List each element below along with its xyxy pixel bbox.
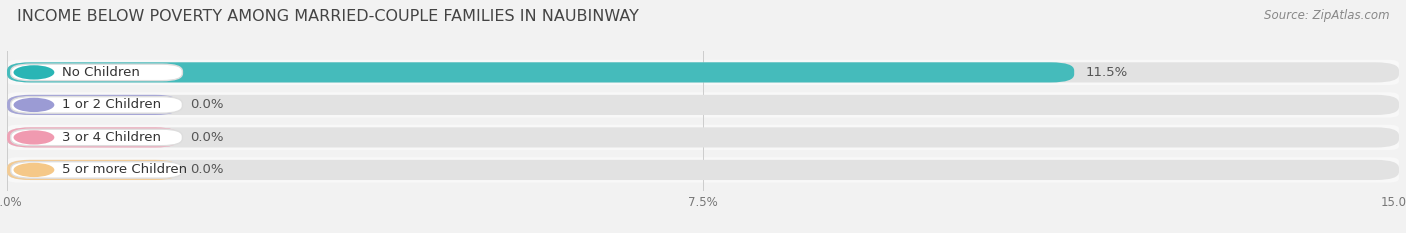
FancyBboxPatch shape [11,97,183,113]
FancyBboxPatch shape [7,157,1399,183]
FancyBboxPatch shape [7,62,1074,82]
Text: 3 or 4 Children: 3 or 4 Children [62,131,160,144]
Circle shape [14,130,55,144]
FancyBboxPatch shape [11,129,183,146]
FancyBboxPatch shape [7,160,179,180]
Text: 5 or more Children: 5 or more Children [62,163,187,176]
FancyBboxPatch shape [7,92,1399,118]
Text: 11.5%: 11.5% [1085,66,1128,79]
Text: 0.0%: 0.0% [190,163,224,176]
FancyBboxPatch shape [7,95,179,115]
Text: 0.0%: 0.0% [190,98,224,111]
FancyBboxPatch shape [7,127,179,147]
Text: Source: ZipAtlas.com: Source: ZipAtlas.com [1264,9,1389,22]
FancyBboxPatch shape [7,60,1399,85]
Circle shape [14,163,55,177]
Circle shape [14,65,55,79]
FancyBboxPatch shape [7,95,1399,115]
Text: 0.0%: 0.0% [190,131,224,144]
FancyBboxPatch shape [7,125,1399,150]
FancyBboxPatch shape [11,162,183,178]
Circle shape [14,98,55,112]
FancyBboxPatch shape [11,64,183,81]
Text: INCOME BELOW POVERTY AMONG MARRIED-COUPLE FAMILIES IN NAUBINWAY: INCOME BELOW POVERTY AMONG MARRIED-COUPL… [17,9,638,24]
FancyBboxPatch shape [7,127,1399,147]
Text: 1 or 2 Children: 1 or 2 Children [62,98,160,111]
FancyBboxPatch shape [7,160,1399,180]
FancyBboxPatch shape [7,62,1399,82]
Text: No Children: No Children [62,66,139,79]
